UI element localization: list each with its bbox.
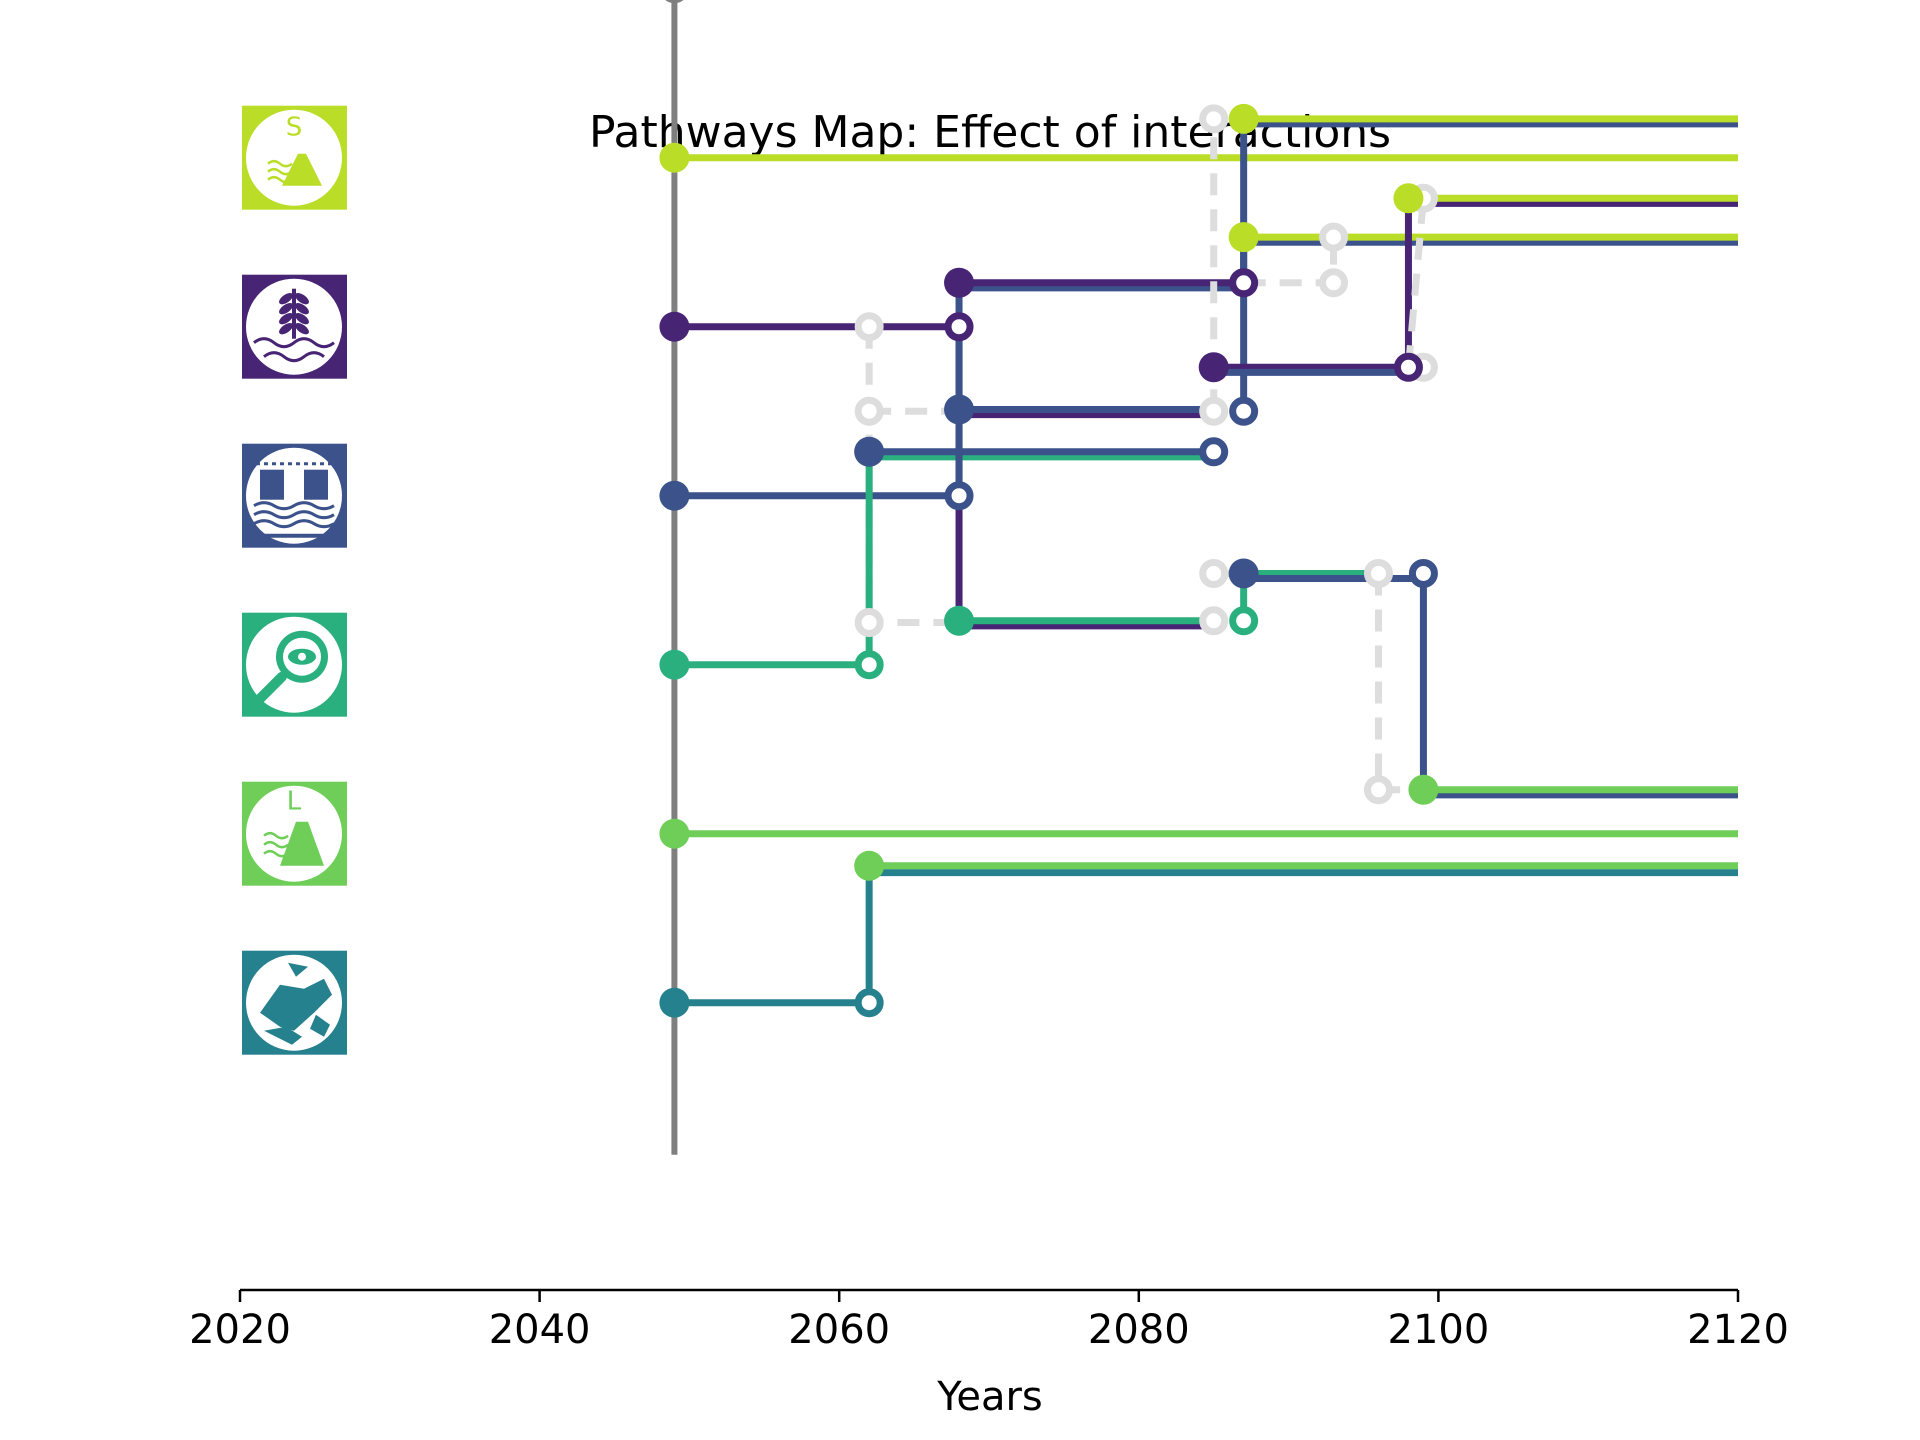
leaf bbox=[279, 303, 293, 315]
action-start-marker-1 bbox=[659, 142, 690, 173]
pathway-segment-34 bbox=[1374, 573, 1424, 794]
x-tick-label: 2120 bbox=[1687, 1307, 1789, 1353]
action-icons-layer: SL bbox=[242, 105, 347, 1055]
tipping-point-marker-28 bbox=[1229, 396, 1259, 426]
tipping-point-marker-27 bbox=[1229, 268, 1259, 298]
x-tick-label: 2060 bbox=[788, 1307, 890, 1353]
cuff-left bbox=[264, 1026, 302, 1045]
action-start-marker-11 bbox=[854, 436, 885, 467]
tipping-point-marker-33 bbox=[1363, 558, 1393, 588]
wave-line bbox=[263, 849, 289, 858]
tipping-point-marker-20 bbox=[1199, 396, 1229, 426]
x-tick-label: 2040 bbox=[489, 1307, 591, 1353]
action-start-marker-18 bbox=[944, 605, 975, 636]
tipping-point-marker-9 bbox=[854, 607, 884, 637]
markers-layer bbox=[659, 0, 1439, 1018]
water-line bbox=[253, 510, 335, 520]
pathway-segment-12 bbox=[865, 869, 1738, 1003]
pathway-segment-14 bbox=[955, 326, 1214, 630]
tipping-point-marker-31 bbox=[1319, 222, 1349, 252]
pathway-segment-35 bbox=[1419, 578, 1738, 799]
lens-handle bbox=[255, 671, 287, 704]
tipping-point-marker-15 bbox=[944, 481, 974, 511]
cuff-right bbox=[310, 1014, 330, 1037]
x-axis-label: Years bbox=[936, 1374, 1043, 1420]
tipping-point-marker-10 bbox=[854, 650, 884, 680]
action-start-marker-6 bbox=[659, 987, 690, 1018]
action-start-marker-16 bbox=[944, 267, 975, 298]
wave-line bbox=[267, 175, 293, 184]
tipping-point-marker-19 bbox=[1199, 104, 1229, 134]
tipping-point-marker-21 bbox=[1199, 437, 1229, 467]
action-start-marker-13 bbox=[854, 850, 885, 881]
water-line bbox=[253, 337, 335, 349]
dike-shape bbox=[282, 153, 322, 186]
leaf bbox=[295, 303, 309, 315]
water-line bbox=[263, 351, 325, 363]
pathway-segment-16 bbox=[955, 284, 1244, 496]
tipping-point-marker-12 bbox=[854, 988, 884, 1018]
pathways-layer bbox=[671, 0, 1738, 1155]
action-start-marker-4 bbox=[659, 649, 690, 680]
wave-line bbox=[263, 831, 289, 840]
tipping-point-marker-39 bbox=[1408, 558, 1438, 588]
eye-pupil bbox=[298, 652, 306, 661]
pathway-segment-8 bbox=[865, 326, 960, 626]
handshake-icon bbox=[242, 950, 347, 1055]
action-start-marker-17 bbox=[944, 394, 975, 425]
wave-line bbox=[267, 159, 293, 168]
x-tick-label: 2100 bbox=[1388, 1307, 1490, 1353]
leaf bbox=[295, 293, 309, 305]
large-dike-icon: L bbox=[242, 781, 347, 886]
water-line bbox=[253, 501, 335, 511]
action-start-marker-25 bbox=[1228, 103, 1259, 134]
action-start-marker-40 bbox=[1408, 774, 1439, 805]
gate-right bbox=[304, 469, 328, 500]
action-start-marker-37 bbox=[1393, 183, 1424, 214]
tipping-point-marker-30 bbox=[1229, 606, 1259, 636]
tipping-point-marker-24 bbox=[1199, 606, 1229, 636]
tipping-point-marker-7 bbox=[854, 312, 884, 342]
icon-letter: L bbox=[287, 787, 302, 817]
x-tick-label: 2020 bbox=[189, 1307, 291, 1353]
chart-title: Pathways Map: Effect of interactions bbox=[589, 107, 1391, 158]
wave-line bbox=[267, 167, 293, 176]
leaf bbox=[295, 313, 309, 325]
gate-left bbox=[260, 469, 284, 500]
barrier-gates-icon bbox=[242, 443, 347, 548]
tipping-point-marker-38 bbox=[1393, 352, 1423, 382]
small-dike-icon: S bbox=[242, 105, 347, 210]
water-line bbox=[253, 519, 335, 529]
pathway-segment-24 bbox=[1240, 238, 1738, 283]
action-start-marker-3 bbox=[659, 480, 690, 511]
action-start-marker-22 bbox=[1198, 352, 1229, 383]
icon-letter: S bbox=[286, 113, 303, 143]
wave-line bbox=[263, 840, 289, 849]
dike-shape bbox=[280, 821, 324, 866]
arrow-head bbox=[288, 962, 308, 977]
x-tick-label: 2080 bbox=[1088, 1307, 1190, 1353]
action-start-marker-2 bbox=[659, 311, 690, 342]
pathway-segment-31 bbox=[1404, 197, 1427, 368]
plant-water-icon bbox=[242, 274, 347, 379]
action-start-marker-5 bbox=[659, 818, 690, 849]
pathway-segment-29 bbox=[1404, 199, 1738, 368]
leaf bbox=[279, 293, 293, 305]
tipping-point-marker-8 bbox=[854, 396, 884, 426]
action-start-marker-29 bbox=[1228, 558, 1259, 589]
hands-shape bbox=[260, 978, 332, 1031]
tipping-point-marker-23 bbox=[1199, 558, 1229, 588]
leaf bbox=[279, 313, 293, 325]
tipping-point-marker-14 bbox=[944, 312, 974, 342]
leaf bbox=[295, 323, 309, 335]
x-axis-ticks: 2020 2040 2060 2080 2100 2120 bbox=[189, 1290, 1789, 1353]
tipping-point-marker-34 bbox=[1363, 775, 1393, 805]
action-start-marker-26 bbox=[1228, 222, 1259, 253]
magnifier-eye-icon bbox=[242, 612, 347, 717]
tipping-point-marker-32 bbox=[1319, 268, 1349, 298]
pathway-segment-10 bbox=[865, 453, 1214, 665]
leaf bbox=[279, 323, 293, 335]
